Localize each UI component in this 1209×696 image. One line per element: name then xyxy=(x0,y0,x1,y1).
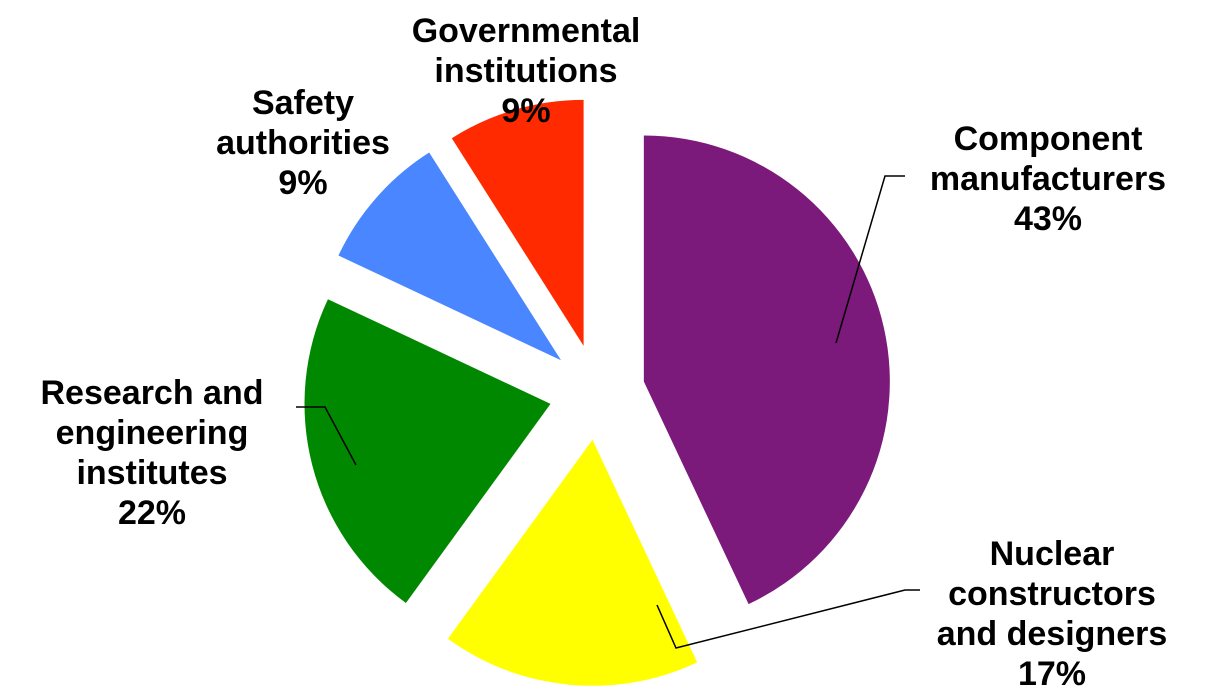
slice-category-label: and designers xyxy=(937,615,1168,653)
slice-category-label: manufacturers xyxy=(930,160,1166,198)
pie-slice-2 xyxy=(447,439,698,686)
slice-percent-label: 17% xyxy=(1018,655,1086,693)
leader-lines xyxy=(296,175,920,649)
slice-category-label: Safety xyxy=(252,84,354,122)
pie-slices xyxy=(304,99,890,686)
slice-category-label: Nuclear xyxy=(990,535,1115,573)
slice-percent-label: 43% xyxy=(1014,200,1082,238)
slice-labels: Component manufacturers 43% Nuclear construc… xyxy=(41,12,1168,693)
slice-percent-label: 9% xyxy=(501,92,550,130)
pie-slice-4 xyxy=(338,152,561,361)
slice-category-label: Component xyxy=(954,120,1143,158)
slice-percent-label: 22% xyxy=(118,494,186,532)
pie-slice-1 xyxy=(643,135,890,605)
slice-category-label: constructors xyxy=(948,575,1156,613)
slice-label-1: Component manufacturers 43% xyxy=(930,120,1166,238)
slice-label-2: Nuclear constructors and designers 17% xyxy=(937,535,1168,693)
pie-slice-5 xyxy=(451,99,584,346)
slice-label-3: Research and engineering institutes 22% xyxy=(41,374,264,532)
slice-category-label: Governmental xyxy=(412,12,641,50)
leader-line-3 xyxy=(296,406,357,466)
slice-category-label: engineering xyxy=(56,414,249,452)
pie-slice-3 xyxy=(304,299,551,603)
slice-category-label: authorities xyxy=(216,124,390,162)
slice-category-label: institutes xyxy=(76,454,227,492)
slice-category-label: Research and xyxy=(41,374,264,412)
leader-line-1 xyxy=(835,175,905,344)
leader-line-2 xyxy=(656,589,920,649)
slice-label-5: Governmental institutions 9% xyxy=(412,12,641,130)
slice-label-4: Safety authorities 9% xyxy=(216,84,390,202)
slice-category-label: institutions xyxy=(434,52,617,90)
slice-percent-label: 9% xyxy=(278,164,327,202)
